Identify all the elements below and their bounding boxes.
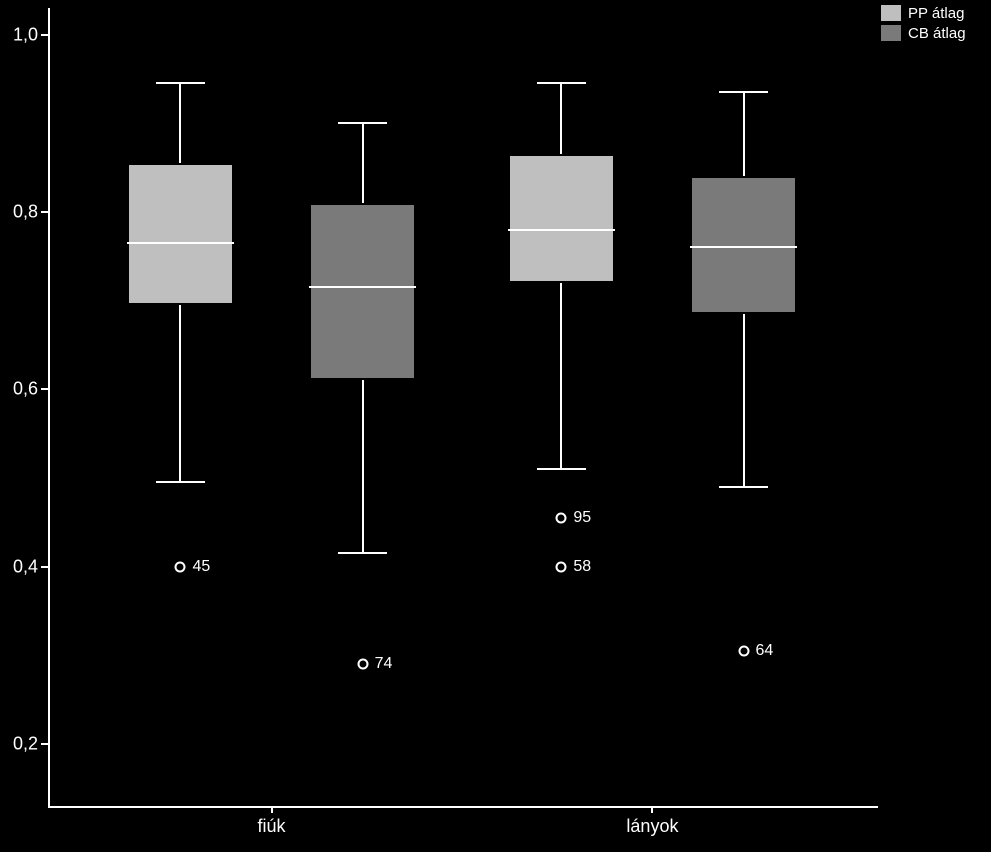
outlier-marker: [175, 561, 186, 572]
y-tick-mark: [41, 34, 48, 36]
legend-label-cb: CB átlag: [908, 25, 966, 42]
y-tick-mark: [41, 211, 48, 213]
y-tick-label: 1,0: [4, 24, 38, 45]
median-line: [309, 286, 417, 288]
whisker-cap-lower: [156, 481, 206, 483]
median-line: [508, 229, 616, 231]
median-line: [127, 242, 235, 244]
legend: PP átlag CB átlag: [880, 4, 966, 42]
plot-area: [48, 8, 878, 808]
legend-item-cb: CB átlag: [880, 24, 966, 42]
whisker-upper: [560, 83, 562, 154]
x-tick-mark: [271, 806, 273, 813]
y-tick-mark: [41, 388, 48, 390]
whisker-cap-lower: [537, 468, 587, 470]
outlier-label: 45: [192, 558, 210, 576]
y-tick-label: 0,2: [4, 733, 38, 754]
legend-label-pp: PP átlag: [908, 5, 964, 22]
whisker-cap-lower: [338, 552, 388, 554]
whisker-lower: [743, 314, 745, 487]
whisker-cap-upper: [156, 82, 206, 84]
outlier-marker: [357, 659, 368, 670]
whisker-upper: [362, 123, 364, 203]
box-pp: [508, 154, 616, 283]
outlier-label: 74: [375, 655, 393, 673]
box-cb: [309, 203, 417, 380]
legend-swatch-pp: [880, 4, 902, 22]
outlier-marker: [556, 512, 567, 523]
whisker-upper: [743, 92, 745, 176]
whisker-lower: [362, 380, 364, 553]
y-tick-mark: [41, 743, 48, 745]
y-tick-label: 0,4: [4, 556, 38, 577]
legend-item-pp: PP átlag: [880, 4, 966, 22]
x-tick-label: lányok: [626, 816, 678, 837]
whisker-cap-upper: [537, 82, 587, 84]
outlier-label: 58: [573, 558, 591, 576]
whisker-lower: [179, 305, 181, 482]
y-tick-label: 0,8: [4, 201, 38, 222]
legend-swatch-cb: [880, 24, 902, 42]
box-cb: [690, 176, 798, 313]
whisker-upper: [179, 83, 181, 163]
median-line: [690, 246, 798, 248]
y-tick-mark: [41, 566, 48, 568]
whisker-cap-upper: [338, 122, 388, 124]
box-pp: [127, 163, 235, 305]
whisker-lower: [560, 283, 562, 469]
y-tick-label: 0,6: [4, 379, 38, 400]
whisker-cap-upper: [719, 91, 769, 93]
x-tick-label: fiúk: [258, 816, 286, 837]
x-tick-mark: [651, 806, 653, 813]
outlier-label: 64: [756, 642, 774, 660]
outlier-marker: [738, 645, 749, 656]
outlier-marker: [556, 561, 567, 572]
boxplot-chart: 0,2 0,4 0,6 0,8 1,0 fiúk lányok 45 74 95 58 64 PP…: [0, 0, 991, 852]
outlier-label: 95: [573, 509, 591, 527]
whisker-cap-lower: [719, 486, 769, 488]
